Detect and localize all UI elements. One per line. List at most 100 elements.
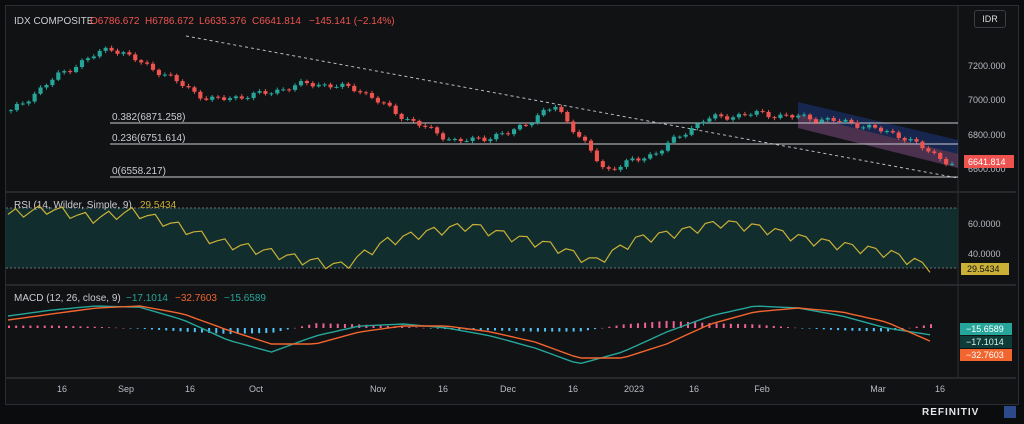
candle (588, 140, 594, 151)
candle (298, 81, 304, 86)
candle (269, 93, 274, 95)
candle (683, 134, 688, 137)
macd-hist-bar (343, 323, 346, 328)
candle (103, 47, 108, 51)
candle (784, 114, 789, 116)
macd-hist-bar (829, 328, 832, 330)
currency-button[interactable]: IDR (974, 10, 1006, 28)
candle (85, 58, 90, 61)
candle (275, 89, 280, 94)
rsi-current: 29.5434 (140, 200, 177, 211)
macd-hist-bar (215, 328, 218, 334)
macd-hist-bar (429, 328, 432, 329)
candle (429, 126, 434, 128)
candle (476, 137, 481, 139)
macd-title: MACD (12, 26, close, 9) (14, 293, 121, 304)
candle (742, 114, 747, 116)
macd-hist-bar (544, 328, 547, 332)
last-price-text: 6641.814 (968, 157, 1006, 167)
candle (239, 96, 244, 99)
price-tick: 7000.000 (968, 95, 1006, 105)
price-tick: 6800.000 (968, 130, 1006, 140)
candle (902, 137, 907, 141)
macd-hist-bar (551, 328, 554, 332)
candle (659, 150, 665, 154)
candle (517, 124, 523, 130)
candle (488, 139, 493, 142)
fib-label-0: 0(6558.217) (112, 166, 166, 177)
macd-tag-hist (960, 323, 1012, 335)
macd-hist-bar (815, 328, 818, 329)
candle (671, 136, 676, 143)
fib-label-0382: 0.382(6871.258) (112, 112, 185, 123)
time-tick: 16 (185, 384, 195, 394)
candle (932, 151, 937, 154)
candle (115, 50, 120, 54)
high-value: H6786.672 (145, 16, 194, 27)
candle (648, 154, 653, 159)
candle (358, 91, 363, 93)
candle (281, 89, 286, 91)
signal-line (7, 305, 931, 359)
macd-hist-bar (222, 328, 225, 334)
macd-hist-bar (529, 328, 532, 332)
macd-hist-bar (415, 327, 418, 328)
candle (938, 153, 943, 159)
candle (861, 127, 866, 129)
candle (251, 92, 256, 99)
macd-hist-bar (272, 328, 275, 333)
time-tick: 16 (568, 384, 578, 394)
macd-hist-bar (594, 328, 597, 330)
candle (766, 111, 771, 118)
brand-logo: REFINITIV (922, 407, 980, 418)
macd-hist-bar (115, 327, 118, 329)
macd-hist-bar (58, 325, 61, 328)
candle (949, 163, 955, 165)
macd-hist-bar (8, 325, 10, 328)
candle (221, 97, 227, 100)
candle (150, 63, 156, 70)
macd-hist-bar (930, 324, 932, 328)
candle (778, 114, 783, 118)
rsi-tag (961, 263, 1009, 275)
candle (68, 71, 73, 73)
macd-hist-bar (522, 328, 525, 332)
candle (754, 111, 759, 115)
time-tick: 16 (935, 384, 945, 394)
macd-hist-bar (565, 328, 568, 332)
candle (553, 106, 558, 110)
macd-hist-bar (708, 323, 711, 328)
macd-hist-bar (251, 328, 254, 334)
candle (245, 98, 250, 100)
macd-hist-bar (629, 323, 632, 328)
candle (121, 52, 126, 54)
candle (802, 114, 807, 116)
candle (926, 148, 931, 152)
candle (417, 120, 422, 126)
candle (630, 158, 635, 161)
candle (577, 132, 582, 137)
macd-tag-hist-text: −15.6589 (966, 324, 1004, 334)
macd-hist-bar (851, 328, 854, 331)
macd-hist-bar (751, 324, 754, 328)
macd-hist-bar (43, 325, 46, 328)
candle (855, 122, 860, 128)
candle (594, 150, 599, 162)
candle (807, 114, 813, 120)
candle (689, 128, 694, 135)
time-tick: Feb (754, 384, 770, 394)
macd-tag-macd (960, 336, 1012, 348)
macd-hist-bar (915, 326, 918, 328)
macd-hist-bar (386, 325, 389, 328)
candle (837, 120, 842, 122)
macd-hist-bar (887, 328, 890, 332)
open-value: O6786.672 (90, 16, 140, 27)
rsi-line (7, 204, 931, 273)
candle (399, 113, 404, 120)
macd-tag-signal-text: −32.7603 (966, 350, 1004, 360)
low-value: L6635.376 (199, 16, 247, 27)
macd-hist-bar (351, 324, 354, 328)
macd-hist-bar (72, 326, 75, 328)
candle (210, 96, 215, 100)
